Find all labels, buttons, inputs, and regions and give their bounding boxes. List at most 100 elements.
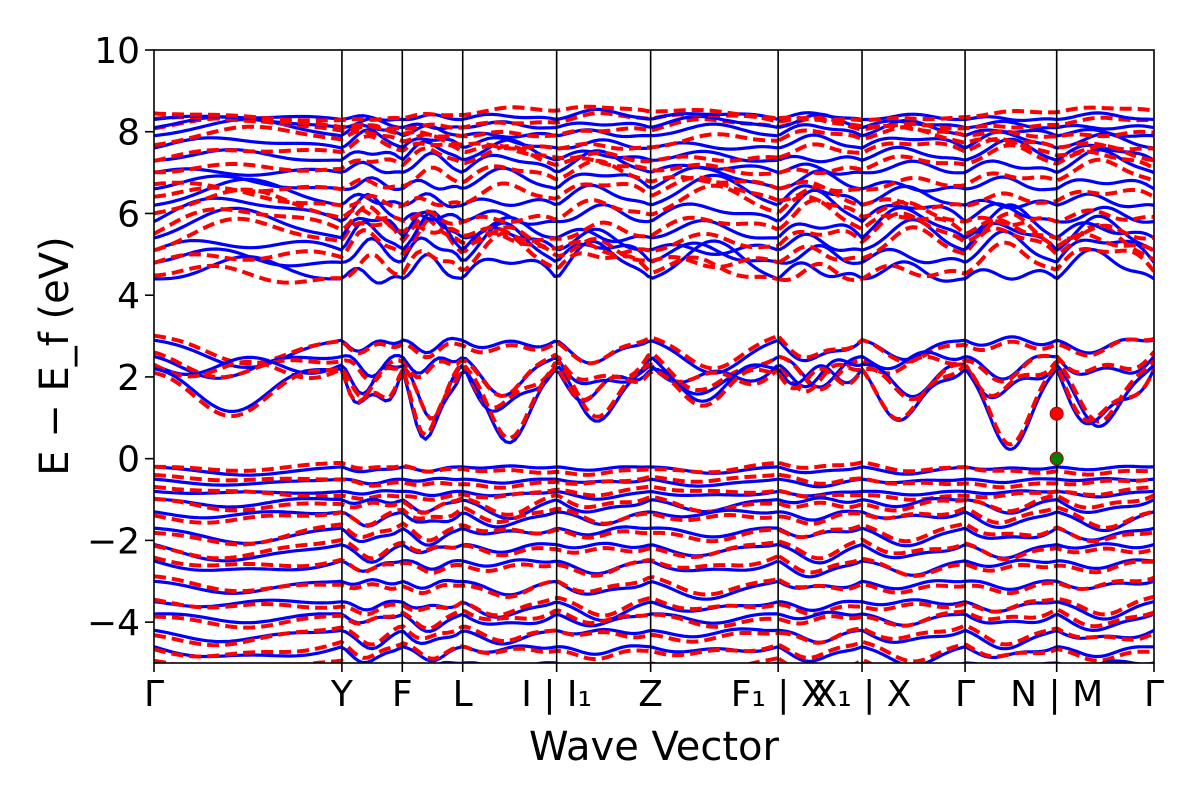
band-line-dashed <box>778 115 1154 131</box>
band-line-solid <box>154 221 778 268</box>
band-line-dashed <box>154 521 778 547</box>
band-line-solid <box>777 203 1154 241</box>
y-axis-title: E − E_f (eV) <box>32 236 78 475</box>
band-line-dashed <box>154 203 779 244</box>
x-tick-label: Γ <box>1144 674 1164 715</box>
band-line-dashed <box>778 136 1154 163</box>
band-line-dashed <box>777 554 1154 578</box>
band-line-dashed <box>154 104 778 123</box>
band-line-dashed <box>154 595 778 618</box>
band-line-solid <box>154 476 778 488</box>
x-tick-label: F₁ | X <box>731 674 826 715</box>
y-tick-label: 10 <box>94 31 140 72</box>
band-line-solid <box>154 363 778 445</box>
band-line-solid <box>154 627 778 651</box>
band-line-solid <box>154 138 778 163</box>
band-line-dashed <box>778 485 1154 502</box>
band-line-solid <box>154 508 778 529</box>
band-line-solid <box>778 350 1154 389</box>
highlight-point <box>1049 406 1064 421</box>
x-tick-label: N | M <box>1010 674 1103 715</box>
band-line-solid <box>154 558 779 576</box>
y-tick-label: 6 <box>117 194 140 235</box>
band-line-dashed <box>778 594 1154 617</box>
y-tick-label: −4 <box>87 603 140 644</box>
band-line-dashed <box>154 183 779 226</box>
x-tick-label: F <box>392 674 413 715</box>
x-tick-label: Y <box>330 674 354 715</box>
band-line-solid <box>154 525 778 547</box>
y-tick-label: 2 <box>117 358 140 399</box>
high-symmetry-lines <box>341 50 1058 663</box>
band-line-solid <box>777 247 1154 283</box>
band-line-dashed <box>778 350 1154 392</box>
band-line-solid <box>778 169 1154 193</box>
band-line-dashed <box>154 608 778 631</box>
band-line-solid <box>778 558 1154 579</box>
band-line-solid <box>778 137 1154 164</box>
band-line-dashed <box>778 623 1154 647</box>
band-line-dashed <box>154 231 778 285</box>
highlight-points <box>1049 406 1064 466</box>
band-line-dashed <box>778 505 1154 530</box>
band-line-dashed <box>777 335 1154 364</box>
band-line-dashed <box>778 493 1154 514</box>
band-line-dashed <box>154 460 778 477</box>
band-line-dashed <box>778 105 1154 123</box>
x-tick-label: I | I₁ <box>521 674 592 715</box>
highlight-point <box>1049 451 1064 466</box>
band-line-dashed <box>777 198 1154 241</box>
band-line-solid <box>777 335 1154 363</box>
band-line-dashed <box>154 124 778 151</box>
x-tick-label: Γ <box>955 674 975 715</box>
band-line-dashed <box>778 184 1154 211</box>
band-line-solid <box>778 229 1154 266</box>
band-line-dashed <box>154 133 778 164</box>
band-line-dashed <box>154 116 778 139</box>
band-line-dashed <box>778 472 1154 490</box>
band-line-dashed <box>154 538 778 561</box>
band-line-dashed <box>154 216 778 257</box>
band-line-dashed <box>777 364 1154 447</box>
x-tick-label: X₁ | X <box>813 674 912 715</box>
band-line-solid <box>154 173 778 209</box>
band-line-dashed <box>778 537 1154 562</box>
y-tick-label: −2 <box>87 521 140 562</box>
band-line-solid <box>778 610 1154 633</box>
band-line-dashed <box>778 222 1154 265</box>
band-line-dashed <box>154 350 779 399</box>
band-line-dashed <box>778 240 1154 283</box>
band-line-dashed <box>154 639 779 662</box>
x-tick-label: L <box>453 674 473 715</box>
band-line-dashed <box>154 624 778 648</box>
band-line-dashed <box>154 506 778 528</box>
y-tick-label: 8 <box>117 113 140 154</box>
band-line-solid <box>154 489 778 501</box>
y-tick-label: 0 <box>117 440 140 481</box>
y-axis-ticks: 10 8 6 4 2 0 −2 −4 <box>87 31 154 644</box>
band-line-solid <box>154 107 778 122</box>
band-line-dashed <box>778 607 1154 629</box>
band-line-dashed <box>778 125 1154 152</box>
band-line-dashed <box>778 639 1154 663</box>
band-line-dashed <box>778 143 1154 176</box>
band-line-dashed <box>778 460 1154 477</box>
band-line-dashed <box>154 158 779 194</box>
band-line-dashed <box>154 363 778 441</box>
band-line-solid <box>778 645 1154 663</box>
band-line-dashed <box>154 484 778 502</box>
band-line-solid <box>154 598 778 623</box>
plot-frame <box>153 49 1155 664</box>
x-axis-title: Wave Vector <box>529 724 780 770</box>
band-line-solid <box>154 239 778 285</box>
band-line-dashed <box>777 358 1154 424</box>
band-line-solid <box>154 149 778 177</box>
band-line-dashed <box>778 157 1154 194</box>
band-line-dashed <box>154 144 778 177</box>
band-line-dashed <box>154 216 779 270</box>
band-line-dashed <box>154 493 778 517</box>
x-tick-label: Γ <box>144 674 164 715</box>
band-line-solid <box>778 214 1154 253</box>
